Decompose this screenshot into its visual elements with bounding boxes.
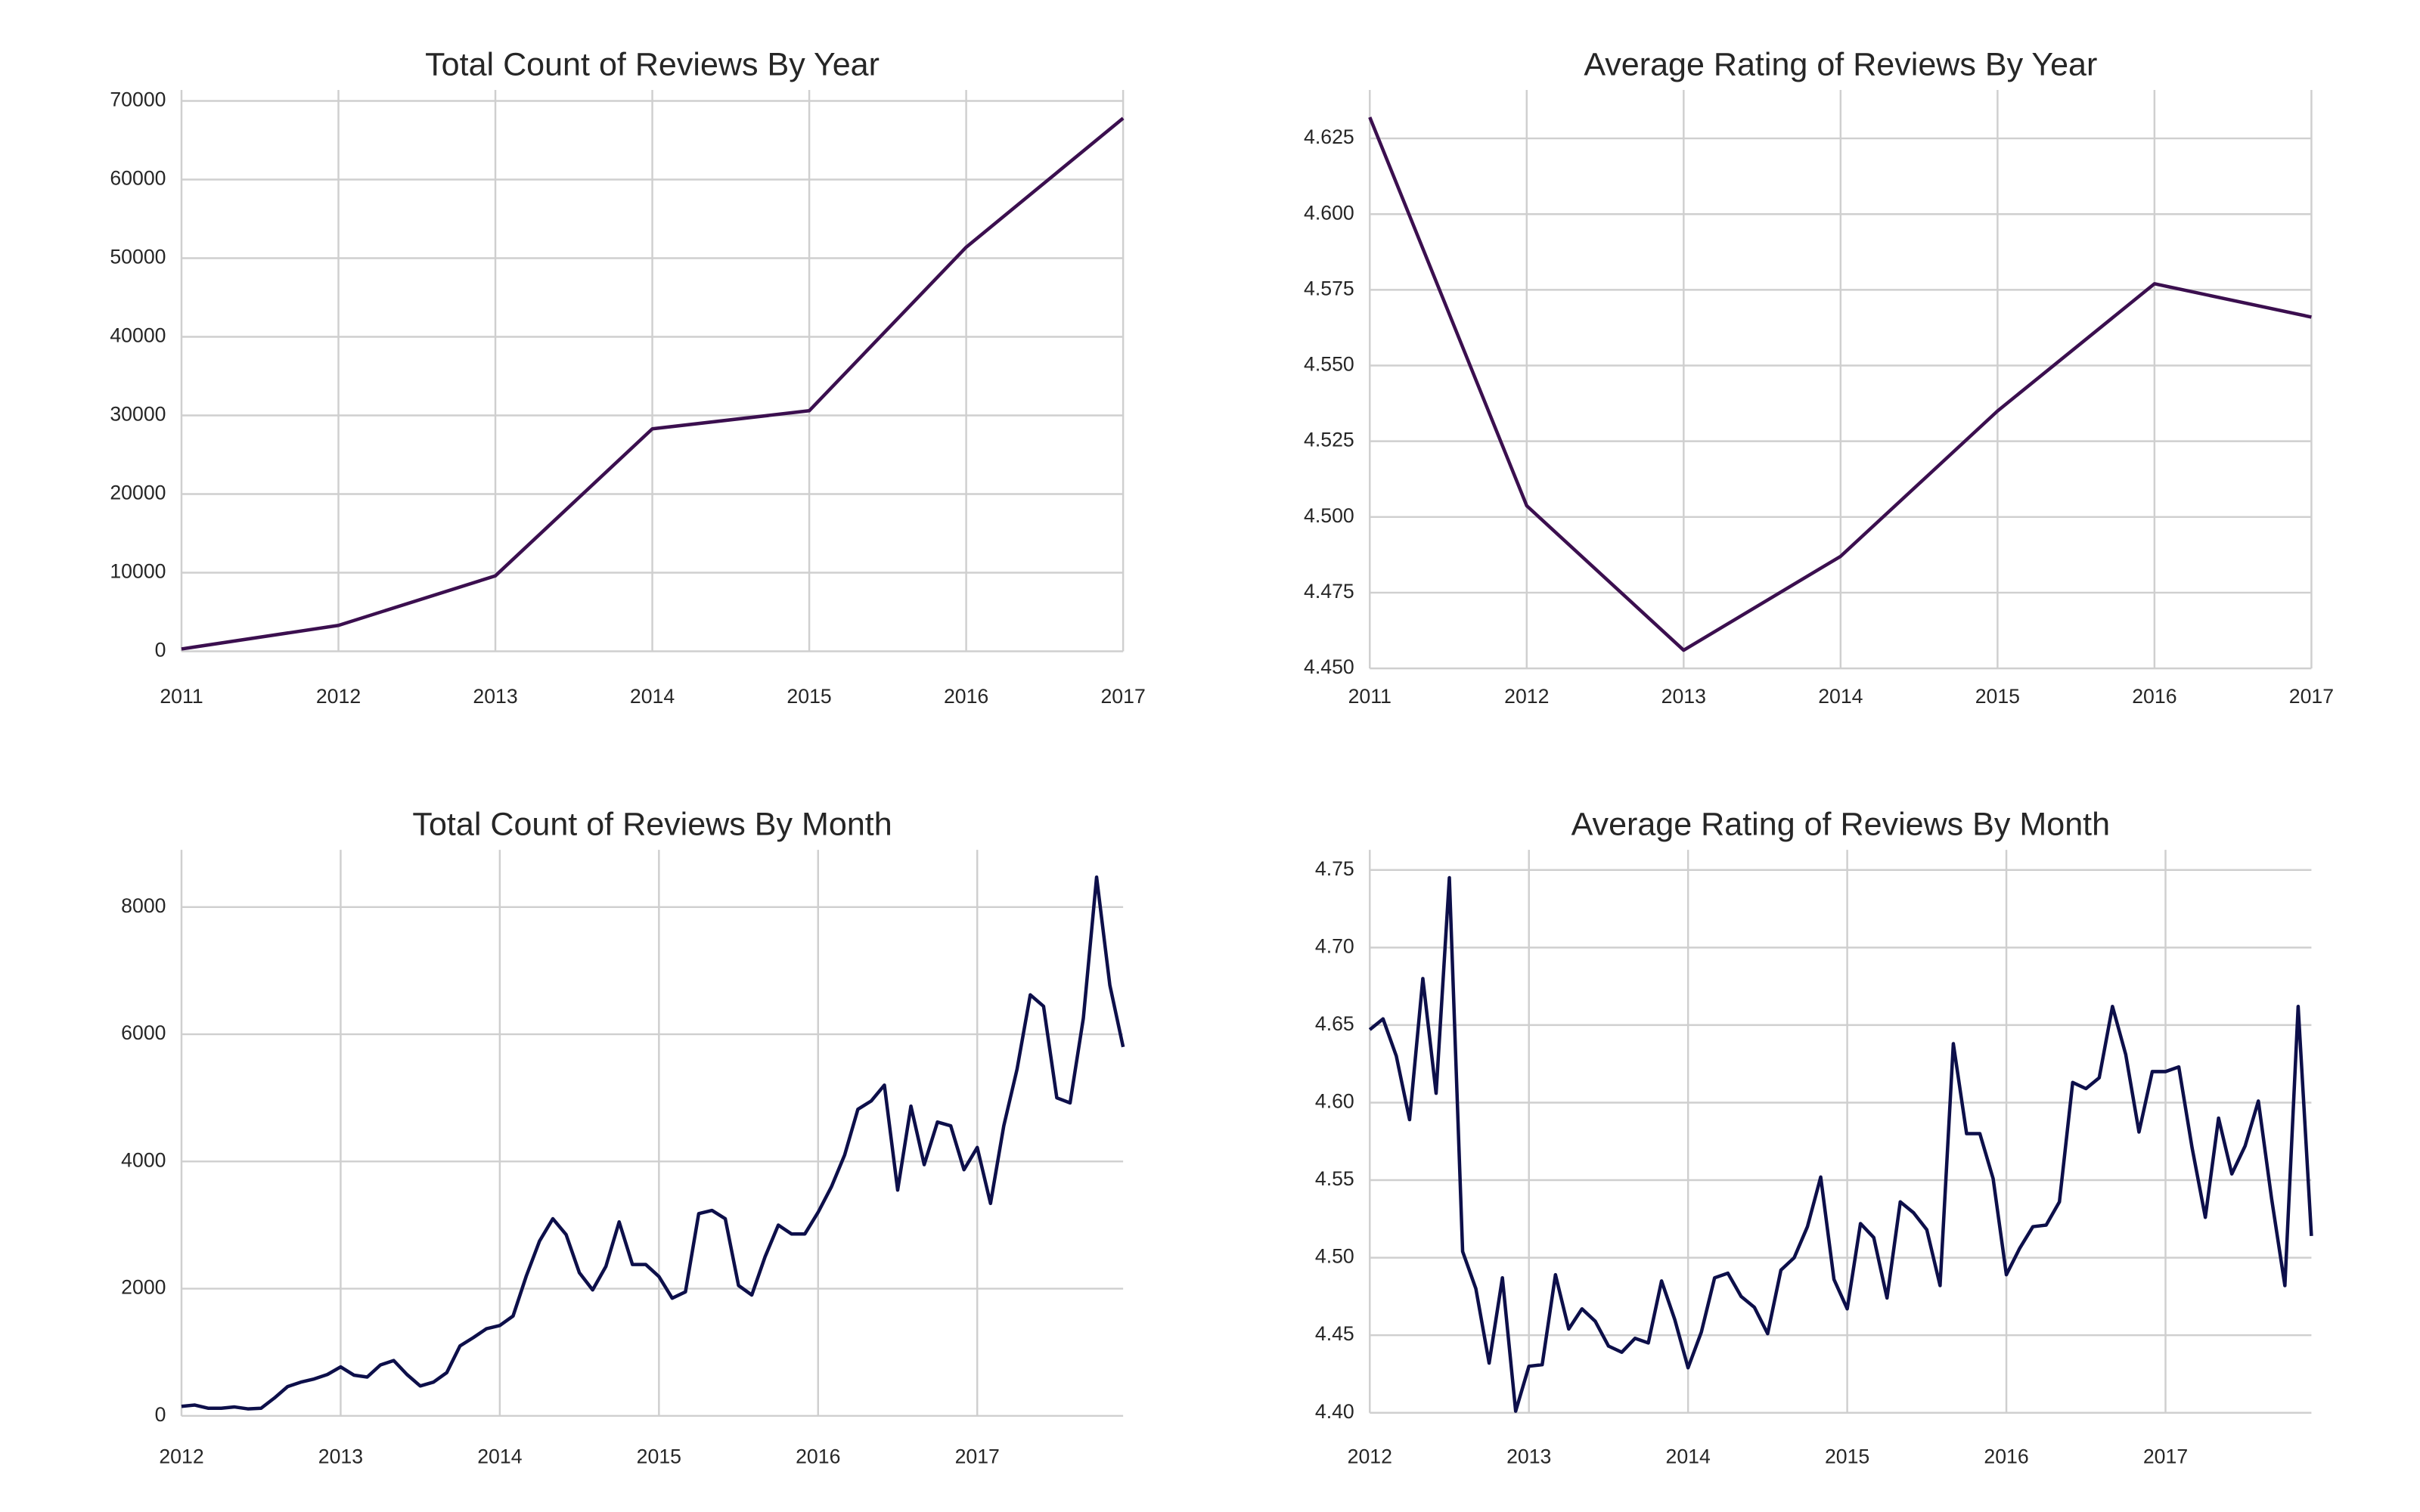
chart-title: Average Rating of Reviews By Year: [1584, 47, 2097, 83]
x-tick-label: 2016: [796, 1445, 840, 1467]
data-line: [1368, 116, 2312, 652]
y-tick-label: 4.450: [1304, 655, 1354, 678]
y-tick-label: 4000: [121, 1148, 166, 1171]
x-tick-label: 2013: [473, 685, 517, 708]
y-tick-label: 0: [155, 639, 166, 662]
y-tick-label: 4.60: [1315, 1090, 1354, 1113]
x-tick-label: 2016: [944, 685, 988, 708]
x-tick-label: 2014: [1818, 685, 1863, 708]
x-tick-label: 2012: [1348, 1445, 1392, 1467]
y-tick-label: 4.45: [1315, 1322, 1354, 1345]
x-tick-label: 2015: [1825, 1445, 1869, 1467]
y-tick-label: 4.55: [1315, 1167, 1354, 1190]
y-tick-label: 20000: [110, 482, 166, 504]
x-tick-label: 2017: [2143, 1445, 2188, 1467]
x-tick-label: 2016: [1984, 1445, 2028, 1467]
data-line: [181, 116, 1125, 651]
y-tick-label: 50000: [110, 246, 166, 268]
y-tick-label: 2000: [121, 1276, 166, 1299]
y-tick-label: 4.550: [1304, 353, 1354, 376]
y-tick-label: 4.525: [1304, 429, 1354, 451]
y-tick-label: 4.475: [1304, 580, 1354, 603]
x-tick-label: 2016: [2132, 685, 2176, 708]
y-tick-label: 40000: [110, 324, 166, 347]
x-tick-label: 2014: [630, 685, 675, 708]
y-tick-label: 0: [155, 1403, 166, 1426]
chart-title: Total Count of Reviews By Year: [425, 47, 880, 83]
x-tick-label: 2012: [159, 1445, 203, 1467]
x-tick-label: 2014: [1666, 1445, 1711, 1467]
x-tick-label: 2017: [955, 1445, 1000, 1467]
x-tick-label: 2011: [1348, 685, 1392, 708]
x-tick-label: 2017: [1100, 685, 1145, 708]
data-line: [1368, 875, 2313, 1413]
chart-title: Total Count of Reviews By Month: [412, 807, 892, 843]
chart-title: Average Rating of Reviews By Month: [1571, 807, 2111, 843]
y-tick-label: 70000: [110, 88, 166, 111]
y-tick-label: 8000: [121, 894, 166, 917]
x-tick-label: 2015: [637, 1445, 681, 1467]
y-tick-label: 4.600: [1304, 201, 1354, 224]
x-tick-label: 2017: [2289, 685, 2334, 708]
y-tick-label: 4.625: [1304, 125, 1354, 148]
x-tick-label: 2013: [1661, 685, 1706, 708]
x-tick-label: 2012: [316, 685, 361, 708]
x-tick-label: 2011: [160, 685, 203, 708]
y-tick-label: 4.40: [1315, 1400, 1354, 1423]
y-tick-label: 4.75: [1315, 857, 1354, 880]
x-tick-label: 2013: [1506, 1445, 1551, 1467]
x-tick-label: 2014: [477, 1445, 522, 1467]
y-tick-label: 4.65: [1315, 1012, 1354, 1035]
x-tick-label: 2015: [786, 685, 831, 708]
y-tick-label: 10000: [110, 560, 166, 583]
x-tick-label: 2015: [1975, 685, 2020, 708]
y-tick-label: 4.575: [1304, 277, 1354, 299]
y-tick-label: 4.70: [1315, 934, 1354, 957]
y-tick-label: 30000: [110, 403, 166, 426]
y-tick-label: 4.50: [1315, 1245, 1354, 1268]
x-tick-label: 2012: [1504, 685, 1549, 708]
y-tick-label: 6000: [121, 1021, 166, 1044]
y-tick-label: 4.500: [1304, 504, 1354, 527]
y-tick-label: 60000: [110, 167, 166, 190]
data-line: [181, 875, 1125, 1411]
x-tick-label: 2013: [318, 1445, 363, 1467]
